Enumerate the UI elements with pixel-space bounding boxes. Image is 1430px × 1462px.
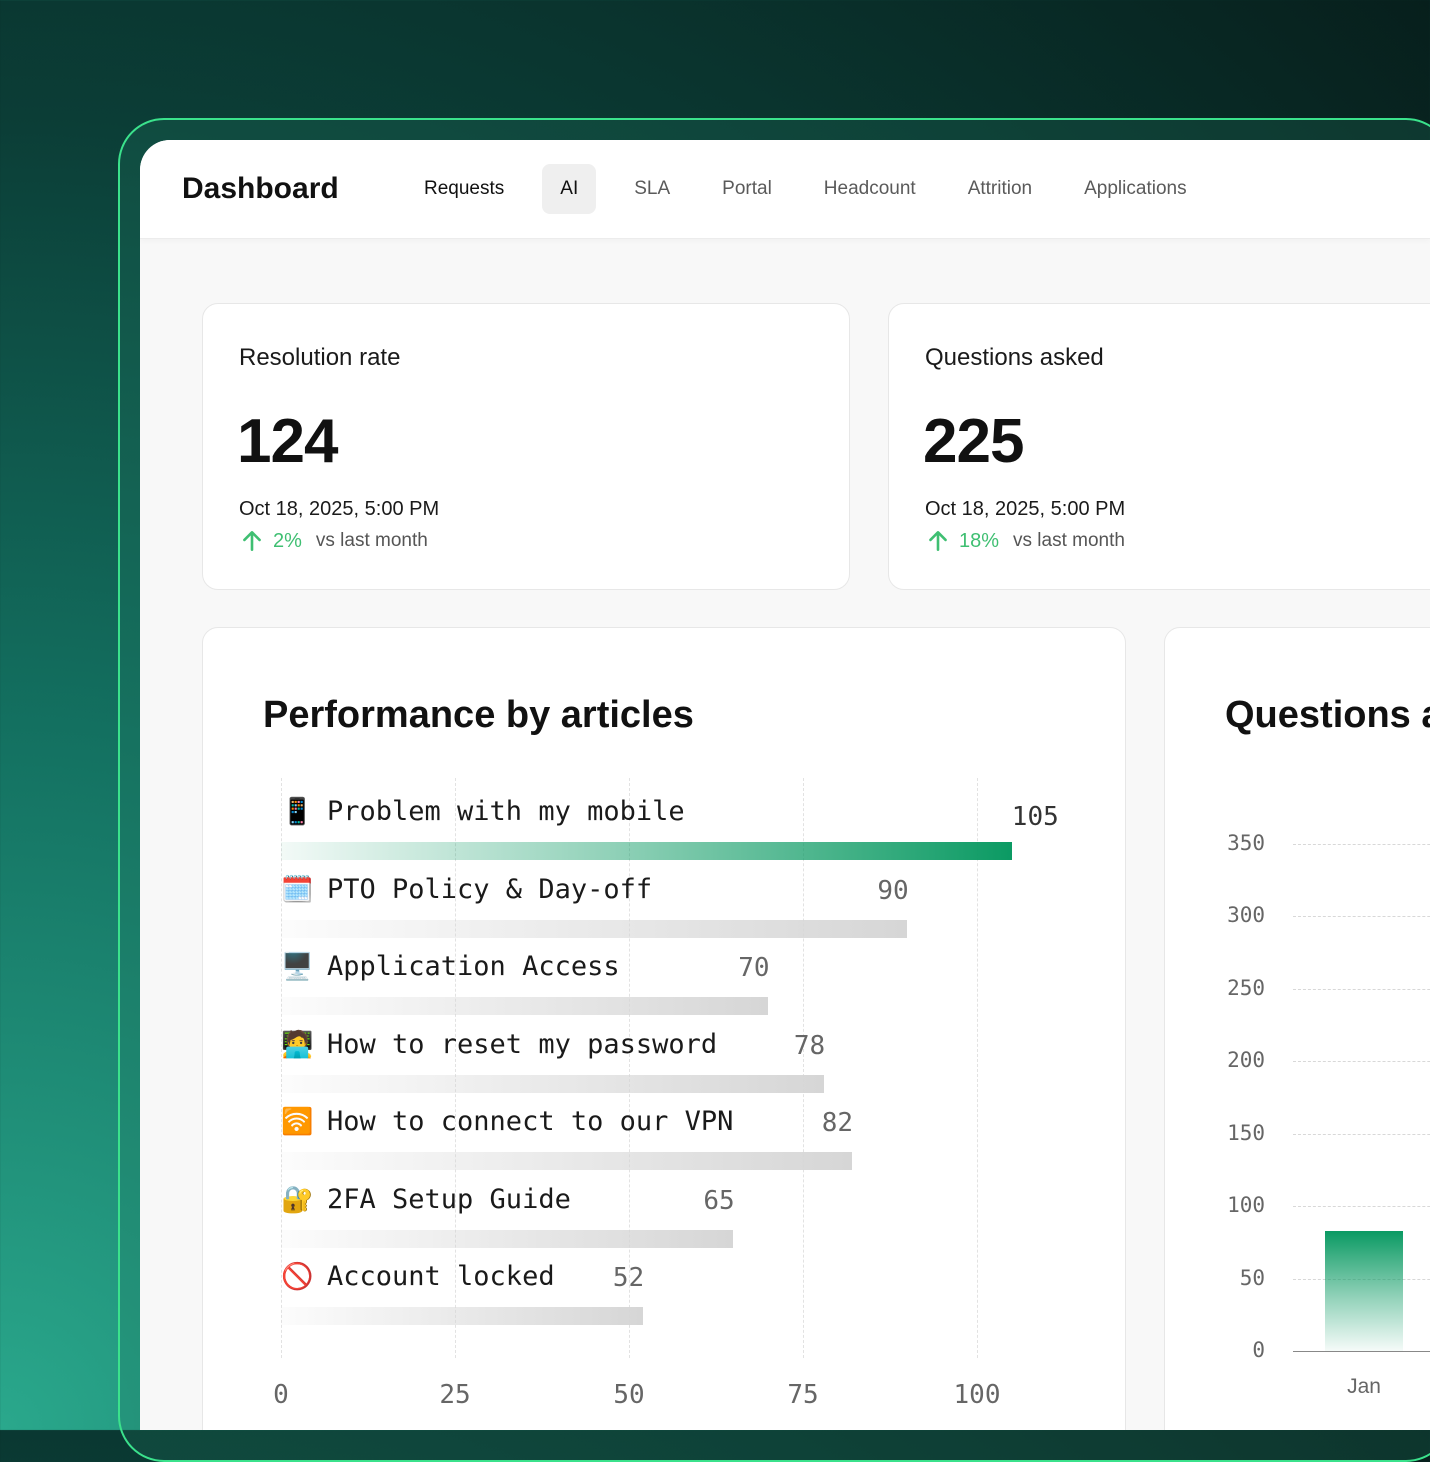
x-tick-label: 25: [439, 1380, 471, 1410]
stat-date: Oct 18, 2025, 5:00 PM: [239, 498, 440, 520]
bar: [281, 842, 1012, 860]
x-axis-line: [1293, 1351, 1430, 1352]
y-gridline: [1293, 1133, 1430, 1135]
bar-value-label: 52: [612, 1263, 645, 1293]
y-tick-label: 200: [1227, 1048, 1265, 1073]
article-icon: 🧑‍💻: [281, 1028, 314, 1059]
bar-row[interactable]: 🗓️ PTO Policy & Day-off 90: [281, 873, 987, 938]
bar: [1325, 1230, 1403, 1351]
tab-sla[interactable]: SLA: [634, 178, 671, 199]
y-gridline: [1293, 916, 1430, 918]
bar: [281, 997, 769, 1015]
y-tick-label: 350: [1227, 831, 1265, 855]
x-gridline: [977, 778, 978, 1358]
x-gridline: [281, 778, 282, 1358]
stat-label: Questions asked: [925, 344, 1104, 371]
bar: [281, 919, 908, 938]
page-title: Dashboard: [182, 172, 339, 205]
bar-row[interactable]: 🛜 How to connect to our VPN 82: [281, 1106, 932, 1170]
y-tick-label: 300: [1227, 903, 1265, 928]
tab-headcount[interactable]: Headcount: [823, 178, 916, 199]
stat-value: 225: [923, 407, 1024, 476]
y-tick-label: 250: [1227, 975, 1265, 1000]
article-icon: 📱: [281, 796, 314, 826]
tab-ai[interactable]: AI: [542, 164, 597, 214]
x-gridline: [455, 778, 456, 1358]
bar: [281, 1229, 734, 1248]
article-icon: 🔐: [281, 1183, 314, 1214]
bar-row[interactable]: 🧑‍💻 How to reset my password 78: [281, 1028, 904, 1093]
y-gridline: [1293, 844, 1430, 845]
article-icon: 🗓️: [281, 873, 314, 904]
change-percent: 2%: [273, 529, 302, 552]
bar-row[interactable]: 🔐 2FA Setup Guide 65: [281, 1183, 813, 1248]
resolution-rate-card: Resolution rate 124 Oct 18, 2025, 5:00 P…: [202, 303, 850, 590]
tab-requests[interactable]: Requests: [424, 178, 505, 199]
bar-label: 2FA Setup Guide: [327, 1183, 571, 1215]
x-gridline: [629, 778, 630, 1358]
y-gridline: [1293, 1206, 1430, 1208]
bar-value-label: 65: [703, 1185, 735, 1216]
bar: [281, 1074, 824, 1093]
bar-row[interactable]: 📱 Problem with my mobile 105: [281, 796, 1092, 860]
bar-value-label: 82: [821, 1108, 854, 1138]
y-tick-label: 50: [1239, 1265, 1265, 1290]
stat-change: 2% vs last month: [239, 528, 428, 554]
tab-applications[interactable]: Applications: [1084, 178, 1187, 199]
y-gridline: [1293, 1061, 1430, 1063]
bar-label: How to reset my password: [327, 1028, 718, 1060]
bar-value-label: 105: [1011, 802, 1059, 832]
bar-row[interactable]: 🚫 Account locked 52: [281, 1261, 723, 1325]
stat-value: 124: [237, 407, 338, 476]
bar-label: Problem with my mobile: [327, 796, 685, 827]
tab-portal[interactable]: Portal: [722, 178, 772, 199]
bar-label: How to connect to our VPN: [327, 1106, 734, 1137]
questions-chart-card: Questions a 350 300 250 200 150 100 50 0 Jan: [1164, 627, 1430, 1430]
bar: [281, 1307, 643, 1325]
y-tick-label: 100: [1227, 1193, 1265, 1218]
bar-label: Application Access: [327, 951, 620, 982]
top-bar: Dashboard Requests AI SLA Portal Headcou…: [140, 140, 1430, 239]
questions-asked-card: Questions asked 225 Oct 18, 2025, 5:00 P…: [888, 303, 1430, 590]
change-note: vs last month: [1013, 530, 1125, 551]
y-tick-label: 0: [1252, 1338, 1265, 1362]
bar-value-label: 70: [738, 953, 770, 983]
bar-value-label: 90: [877, 875, 909, 906]
arrow-up-icon: [929, 531, 947, 551]
arrow-up-icon: [243, 531, 261, 551]
chart-title: Questions a: [1225, 694, 1430, 736]
change-percent: 18%: [959, 529, 1000, 552]
performance-by-articles-card: Performance by articles 📱 Problem with my…: [202, 627, 1126, 1430]
chart-title: Performance by articles: [263, 694, 694, 736]
tab-bar: Requests AI SLA Portal Headcount Attriti…: [410, 164, 1219, 214]
change-note: vs last month: [315, 530, 428, 551]
bar: [281, 1152, 852, 1170]
article-icon: 🛜: [281, 1106, 314, 1136]
x-gridline: [803, 778, 804, 1358]
x-tick-label: 75: [787, 1380, 819, 1410]
x-tick-label: 0: [273, 1380, 289, 1410]
x-tick-label: 50: [613, 1380, 645, 1410]
article-icon: 🖥️: [281, 951, 314, 981]
bar-value-label: 78: [793, 1030, 826, 1061]
stat-change: 18% vs last month: [925, 528, 1125, 554]
stat-label: Resolution rate: [239, 344, 401, 371]
y-tick-label: 150: [1227, 1120, 1265, 1145]
x-tick-label: Jan: [1347, 1375, 1381, 1398]
x-tick-label: 100: [953, 1380, 1001, 1410]
article-icon: 🚫: [281, 1261, 314, 1291]
bar-row[interactable]: 🖥️ Application Access 70: [281, 951, 848, 1015]
stat-date: Oct 18, 2025, 5:00 PM: [925, 498, 1126, 520]
bar-label: Account locked: [327, 1261, 555, 1292]
dashboard-window: Dashboard Requests AI SLA Portal Headcou…: [140, 140, 1430, 1430]
tab-attrition[interactable]: Attrition: [967, 178, 1033, 199]
y-gridline: [1293, 988, 1430, 990]
bar-label: PTO Policy & Day-off: [327, 873, 653, 905]
